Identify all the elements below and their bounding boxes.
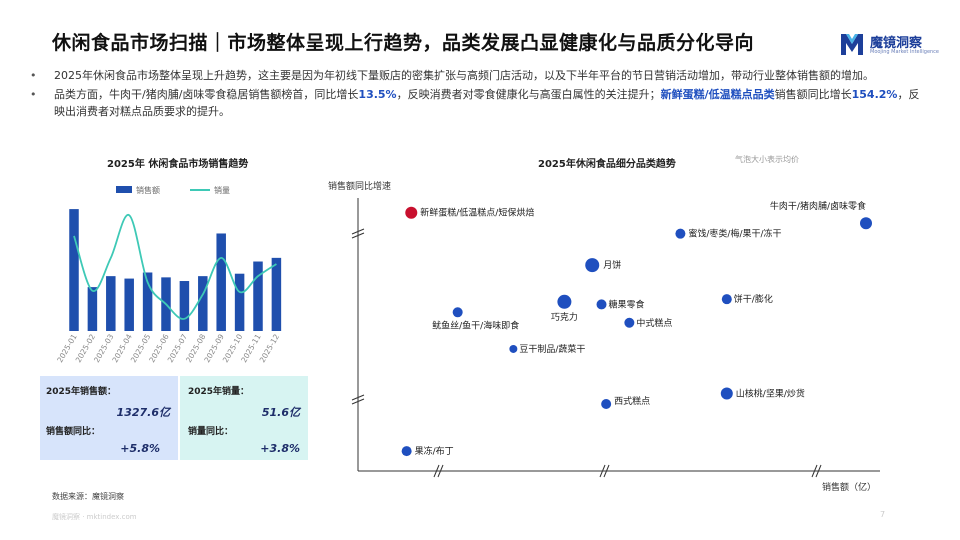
bar-2025-08 (198, 276, 208, 331)
bubble-2 (860, 217, 872, 230)
bubble-label-4: 月饼 (603, 259, 621, 271)
footer-brand: 魔镜洞察 · mktindex.com (52, 513, 137, 521)
logo-name-cn: 魔镜洞察 (870, 36, 923, 51)
bar-2025-03 (106, 276, 116, 331)
sales-volume-line (73, 214, 277, 320)
bubble-label-7: 饼干/膨化 (734, 293, 773, 305)
x-axis-break-2 (599, 464, 610, 478)
bubble-label-2: 牛肉干/猪肉脯/卤味零食 (770, 200, 866, 212)
kpi-sales-yoy-label: 销售额同比： (46, 427, 101, 437)
bubble-8 (624, 317, 635, 328)
bar-2025-07 (179, 281, 190, 331)
bubble-size-note: 气泡大小表示均价 (735, 155, 799, 164)
bar-2025-12 (271, 257, 282, 331)
x-axis-break-1 (433, 464, 444, 478)
brand-logo: 魔镜洞察 Moojing Market Intelligence (838, 28, 948, 62)
bubble-label-1: 新鲜蛋糕/低温糕点/短保烘焙 (420, 207, 534, 219)
bubble-label-8: 中式糕点 (636, 317, 672, 329)
bar-2025-01 (69, 209, 79, 331)
bubble-label-6: 糖果零食 (609, 298, 645, 310)
kpi-sales-yoy-value: +5.8% (120, 442, 160, 455)
kpi-sales-label: 2025年销售额： (46, 387, 117, 397)
sales-trend-chart-title: 2025年 休闲食品市场销售趋势 (107, 159, 249, 170)
bubble-12 (601, 398, 612, 409)
bullet-text: 品类方面，牛肉干/猪肉脯/卤味零食稳居销售额榜首，同比增长 (54, 88, 359, 101)
logo-name-en: Moojing Market Intelligence (870, 49, 940, 55)
bullet-text: 2025年休闲食品市场整体呈现上升趋势，这主要是因为年初线下量贩店的密集扩张与高… (54, 69, 874, 82)
bar-2025-09 (216, 233, 226, 331)
bullet-text: 销售额同比增长 (774, 88, 852, 101)
bubble-label-11: 山核桃/坚果/炒货 (736, 388, 805, 400)
page-number: 7 (880, 510, 886, 519)
kpi-volume-label: 2025年销量： (188, 387, 250, 397)
bubble-9 (452, 307, 463, 318)
bullet-category-trend: 品类方面，牛肉干/猪肉脯/卤味零食稳居销售额榜首，同比增长13.5%，反映消费者… (28, 86, 928, 120)
page-title: 休闲食品市场扫描｜市场整体呈现上行趋势，品类发展凸显健康化与品质分化导向 (52, 32, 755, 54)
bubble-11 (720, 387, 733, 400)
highlight-cake-category: 新鲜蛋糕/低温糕点品类 (660, 88, 775, 101)
bar-2025-04 (124, 278, 134, 331)
bar-2025-11 (253, 261, 263, 331)
bubble-label-9: 鱿鱼丝/鱼干/海味即食 (432, 319, 519, 331)
kpi-volume-yoy-value: +3.8% (260, 442, 300, 455)
bar-2025-10 (234, 273, 245, 331)
bubble-3 (675, 228, 686, 239)
kpi-volume-value: 51.6亿 (261, 406, 300, 419)
bullet-text: ，反映出消费者对糕点品质要求的提升。 (54, 88, 920, 118)
bubble-13 (401, 446, 412, 457)
bubble-1 (405, 206, 418, 219)
kpi-sales-box: 2025年销售额： 1327.6亿 销售额同比： +5.8% (40, 376, 178, 460)
kpi-sales-value: 1327.6亿 (116, 406, 170, 419)
category-trend-chart-title: 2025年休闲食品细分品类趋势 (538, 159, 676, 170)
bubble-5 (557, 294, 572, 309)
highlight-cake-growth: 154.2% (851, 88, 898, 101)
legend-bar-label: 销售额 (136, 185, 160, 195)
bullet-text: ，反映消费者对零食健康化与高蛋白属性的关注提升； (396, 88, 661, 101)
x-axis-break-3 (811, 464, 822, 478)
bubble-label-5: 巧克力 (551, 311, 578, 323)
data-source: 数据来源：魔镜洞察 (52, 492, 124, 501)
y-axis-label: 销售额同比增速 (328, 180, 391, 192)
bubble-4 (585, 258, 600, 273)
y-axis-break-2 (351, 394, 365, 405)
bubble-label-3: 蜜饯/枣类/梅/果干/冻干 (688, 228, 781, 240)
x-axis-label: 销售额（亿） (822, 481, 876, 493)
moojing-logo-icon (841, 34, 863, 55)
kpi-volume-box: 2025年销量： 51.6亿 销量同比： +3.8% (180, 376, 308, 460)
bar-2025-02 (87, 287, 98, 331)
bubble-label-13: 果冻/布丁 (415, 445, 454, 457)
bubble-7 (721, 294, 732, 305)
legend-line-label: 销量 (214, 185, 230, 195)
kpi-volume-yoy-label: 销量同比： (188, 427, 234, 437)
bullet-market-trend: 2025年休闲食品市场整体呈现上升趋势，这主要是因为年初线下量贩店的密集扩张与高… (28, 67, 928, 84)
highlight-beef-growth: 13.5% (358, 88, 397, 101)
summary-bullets: 2025年休闲食品市场整体呈现上升趋势，这主要是因为年初线下量贩店的密集扩张与高… (28, 67, 928, 122)
bubble-6 (596, 299, 607, 310)
bar-2025-05 (142, 272, 153, 331)
bubble-label-10: 豆干制品/蔬菜干 (519, 343, 585, 355)
bubble-label-12: 西式糕点 (614, 395, 650, 407)
y-axis-break-1 (351, 228, 365, 239)
bubble-10 (509, 344, 518, 353)
legend-bar-swatch (116, 186, 132, 193)
